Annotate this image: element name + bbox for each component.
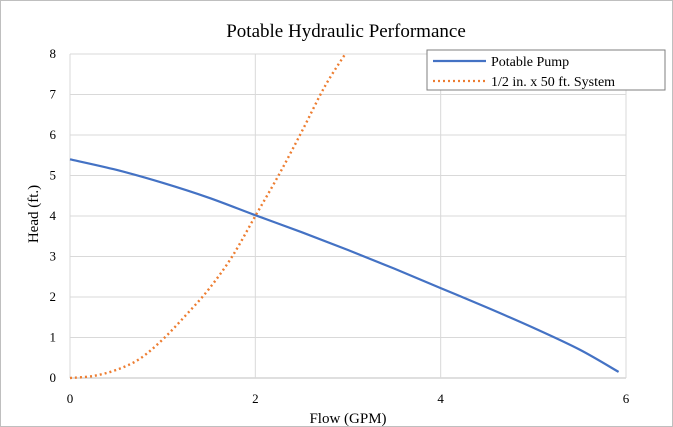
series [69,53,620,380]
x-tick-label: 0 [67,391,74,406]
chart-title: Potable Hydraulic Performance [226,21,466,42]
x-tick-label: 2 [252,391,259,406]
series-line-system-curve [69,53,347,380]
x-tick-label: 4 [437,391,444,406]
y-tick-label: 5 [50,168,57,183]
y-axis-label: Head (ft.) [26,185,42,243]
y-tick-label: 6 [50,127,57,142]
legend-label-system-curve: 1/2 in. x 50 ft. System [491,75,615,90]
y-tick-label: 8 [50,46,57,61]
legend-label-potable-pump: Potable Pump [491,55,569,70]
y-tick-label: 7 [50,87,57,102]
y-tick-labels: 0 1 2 3 4 5 6 7 8 [50,46,57,385]
y-tick-label: 4 [50,208,57,223]
x-axis-label: Flow (GPM) [309,411,386,427]
y-tick-label: 3 [50,249,57,264]
legend-box [426,49,666,91]
legend: Potable Pump 1/2 in. x 50 ft. System [426,49,666,91]
y-tick-label: 0 [50,370,57,385]
grid [69,53,627,379]
x-tick-label: 6 [623,391,630,406]
series-line-potable-pump [69,158,620,373]
y-tick-label: 1 [50,330,57,345]
y-tick-label: 2 [50,289,57,304]
x-tick-labels: 0 2 4 6 [67,391,630,406]
